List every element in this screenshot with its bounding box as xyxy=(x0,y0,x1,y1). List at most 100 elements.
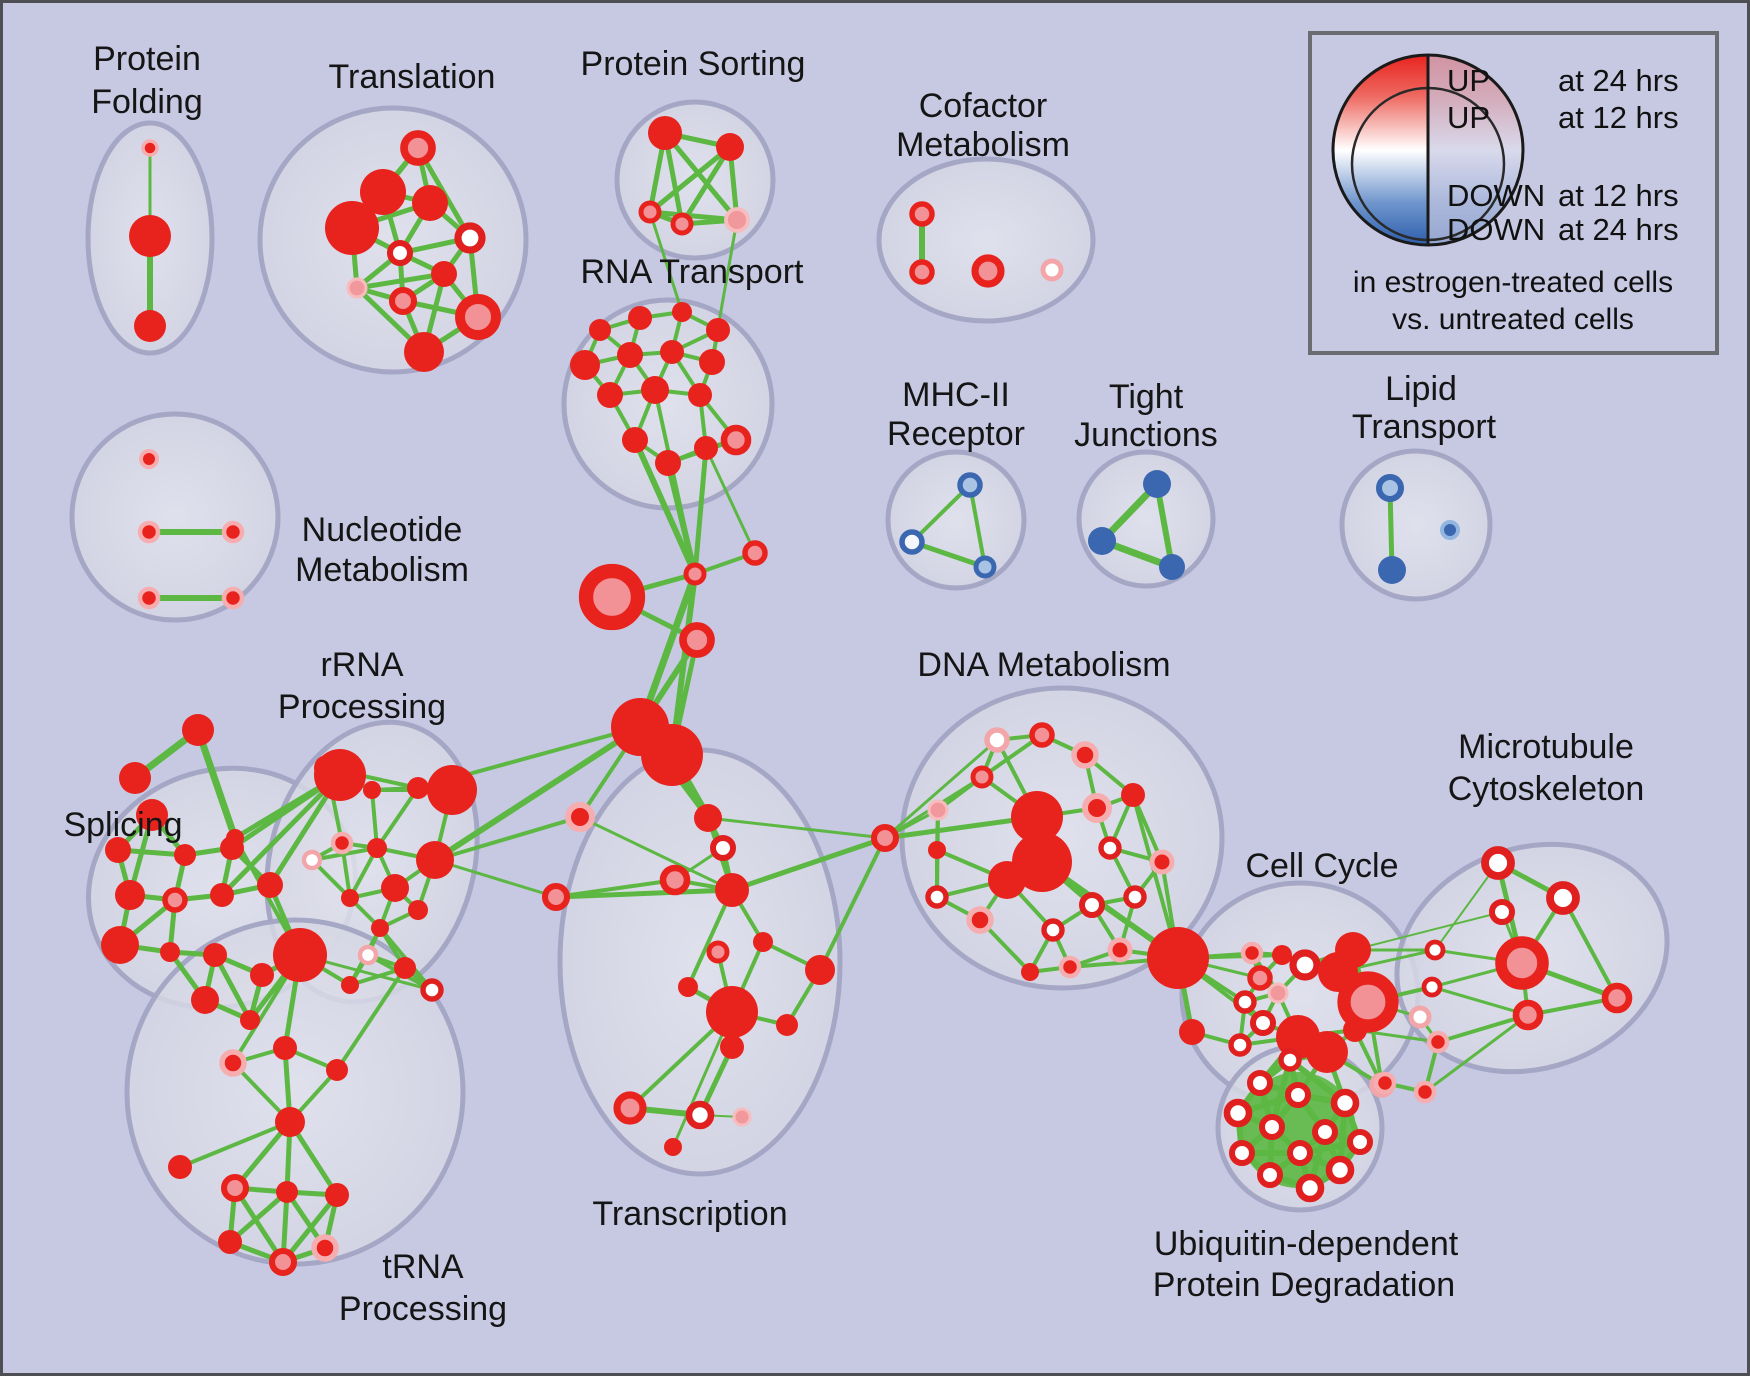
gene-node-rr4 xyxy=(330,831,354,855)
gene-node-mh3 xyxy=(973,555,997,579)
gene-node-ch4 xyxy=(742,540,768,566)
gene-node-tx7 xyxy=(753,932,773,952)
gene-node-ub5 xyxy=(1259,1114,1285,1140)
gene-node-nu2 xyxy=(137,520,161,544)
cluster-shell-mhc-ii-receptor xyxy=(885,449,1027,591)
cluster-label-microtubule-cytoskeleton-0: Microtubule xyxy=(1458,728,1634,766)
gene-node-sp2 xyxy=(427,765,477,815)
gene-node-bp xyxy=(565,802,595,832)
edge xyxy=(375,786,420,850)
cluster-label-protein-folding-0: Protein xyxy=(93,40,201,78)
gene-node-ps4 xyxy=(670,212,694,236)
gene-node-mt11 xyxy=(1373,1071,1397,1095)
edge xyxy=(679,144,733,227)
legend-footer-0: in estrogen-treated cells xyxy=(1353,266,1673,299)
gene-node-ub4 xyxy=(1223,1098,1253,1128)
cluster-labels: Protein Folding Translation Protein Sorting… xyxy=(63,40,1644,1328)
edge xyxy=(433,858,558,899)
cluster-shell-lipid-transport xyxy=(1339,448,1493,602)
edge xyxy=(704,446,757,555)
gene-node-dm19 xyxy=(1021,963,1039,981)
edge xyxy=(1352,911,1503,951)
gene-node-ub13 xyxy=(1278,1048,1302,1072)
gene-node-tr2 xyxy=(325,201,379,255)
edge xyxy=(280,1192,340,1265)
gene-node-tn2 xyxy=(273,1036,297,1060)
gene-node-dm15 xyxy=(1079,892,1105,918)
gene-node-rt13 xyxy=(655,450,681,476)
cluster-label-trna-processing-0: tRNA xyxy=(382,1248,464,1286)
gene-node-ch2 xyxy=(578,563,646,631)
gene-node-nu4 xyxy=(137,586,161,610)
gene-node-rr14 xyxy=(420,978,444,1002)
gene-node-pf2 xyxy=(129,215,171,257)
gene-node-ub7 xyxy=(1347,1129,1373,1155)
edge xyxy=(818,836,887,972)
gene-node-sp16 xyxy=(240,1010,260,1030)
gene-node-ub12 xyxy=(1295,1173,1325,1203)
gene-node-dm23 xyxy=(1147,927,1209,989)
cluster-label-translation-0: Translation xyxy=(329,58,496,96)
gene-node-rt14 xyxy=(694,436,718,460)
legend-time-1: at 12 hrs xyxy=(1558,100,1679,135)
cluster-label-cofactor-metabolism-1: Metabolism xyxy=(896,126,1070,164)
gene-node-nu5 xyxy=(221,586,245,610)
edge xyxy=(662,130,740,223)
edge xyxy=(648,210,684,314)
cluster-label-nucleotide-metabolism-0: Nucleotide xyxy=(302,511,463,549)
edge xyxy=(178,1120,292,1169)
gene-node-cc1 xyxy=(1240,941,1264,965)
cluster-shell-cofactor-metabolism xyxy=(876,156,1096,324)
gene-node-mt2 xyxy=(1546,881,1580,915)
gene-node-rr10 xyxy=(408,900,428,920)
gene-node-tx11 xyxy=(776,1014,798,1036)
gene-node-rr12 xyxy=(357,944,379,966)
cluster-label-mhc-ii-receptor-1: Receptor xyxy=(887,415,1025,453)
gene-node-rr3 xyxy=(407,777,429,799)
gene-node-ps1 xyxy=(648,116,682,150)
gene-node-pf1 xyxy=(141,139,159,157)
cluster-label-rrna-processing-1: Processing xyxy=(278,688,446,726)
gene-node-cc11 xyxy=(1306,1031,1348,1073)
edge xyxy=(1434,862,1499,951)
gene-node-cf2 xyxy=(909,259,935,285)
gene-node-tx6 xyxy=(706,940,730,964)
edge xyxy=(706,816,887,840)
gene-node-tx14 xyxy=(685,1100,715,1130)
edge xyxy=(692,445,709,577)
gene-node-sp8 xyxy=(162,887,188,913)
edge xyxy=(1154,481,1175,570)
edge xyxy=(1430,985,1530,1017)
gene-node-sp11 xyxy=(101,926,139,964)
edge xyxy=(433,815,582,862)
gene-node-nu3 xyxy=(221,520,245,544)
gene-node-sp9 xyxy=(210,883,234,907)
edge xyxy=(653,388,697,576)
nodes xyxy=(101,116,1633,1277)
cluster-label-rrna-processing-0: rRNA xyxy=(320,646,403,684)
edge xyxy=(194,726,239,842)
gene-node-st1 xyxy=(182,714,214,746)
gene-node-ub9 xyxy=(1287,1140,1313,1166)
gene-node-cf1 xyxy=(909,201,935,227)
cluster-label-ubiquitin-degradation-0: Ubiquitin-dependent xyxy=(1154,1225,1459,1263)
cluster-label-ubiquitin-degradation-1: Protein Degradation xyxy=(1153,1266,1455,1304)
gene-node-rt3 xyxy=(672,302,692,322)
legend-time-0: at 24 hrs xyxy=(1558,63,1679,98)
edge xyxy=(232,1185,286,1265)
gene-node-h2 xyxy=(276,1181,298,1203)
gene-node-dm1 xyxy=(984,727,1010,753)
gene-node-dm3 xyxy=(1071,741,1099,769)
cluster-label-microtubule-cytoskeleton-1: Cytoskeleton xyxy=(1448,770,1645,808)
gene-node-rt15 xyxy=(720,424,752,456)
gene-node-tx3 xyxy=(659,864,691,896)
gene-node-cc8 xyxy=(1233,990,1257,1014)
gene-node-sp4 xyxy=(105,837,131,863)
gene-node-mt7 xyxy=(1424,939,1446,961)
cluster-label-tight-junctions-0: Tight xyxy=(1109,378,1184,416)
edge xyxy=(578,815,734,892)
cluster-label-protein-folding-1: Folding xyxy=(91,83,203,121)
cluster-label-dna-metabolism-0: DNA Metabolism xyxy=(917,646,1170,684)
